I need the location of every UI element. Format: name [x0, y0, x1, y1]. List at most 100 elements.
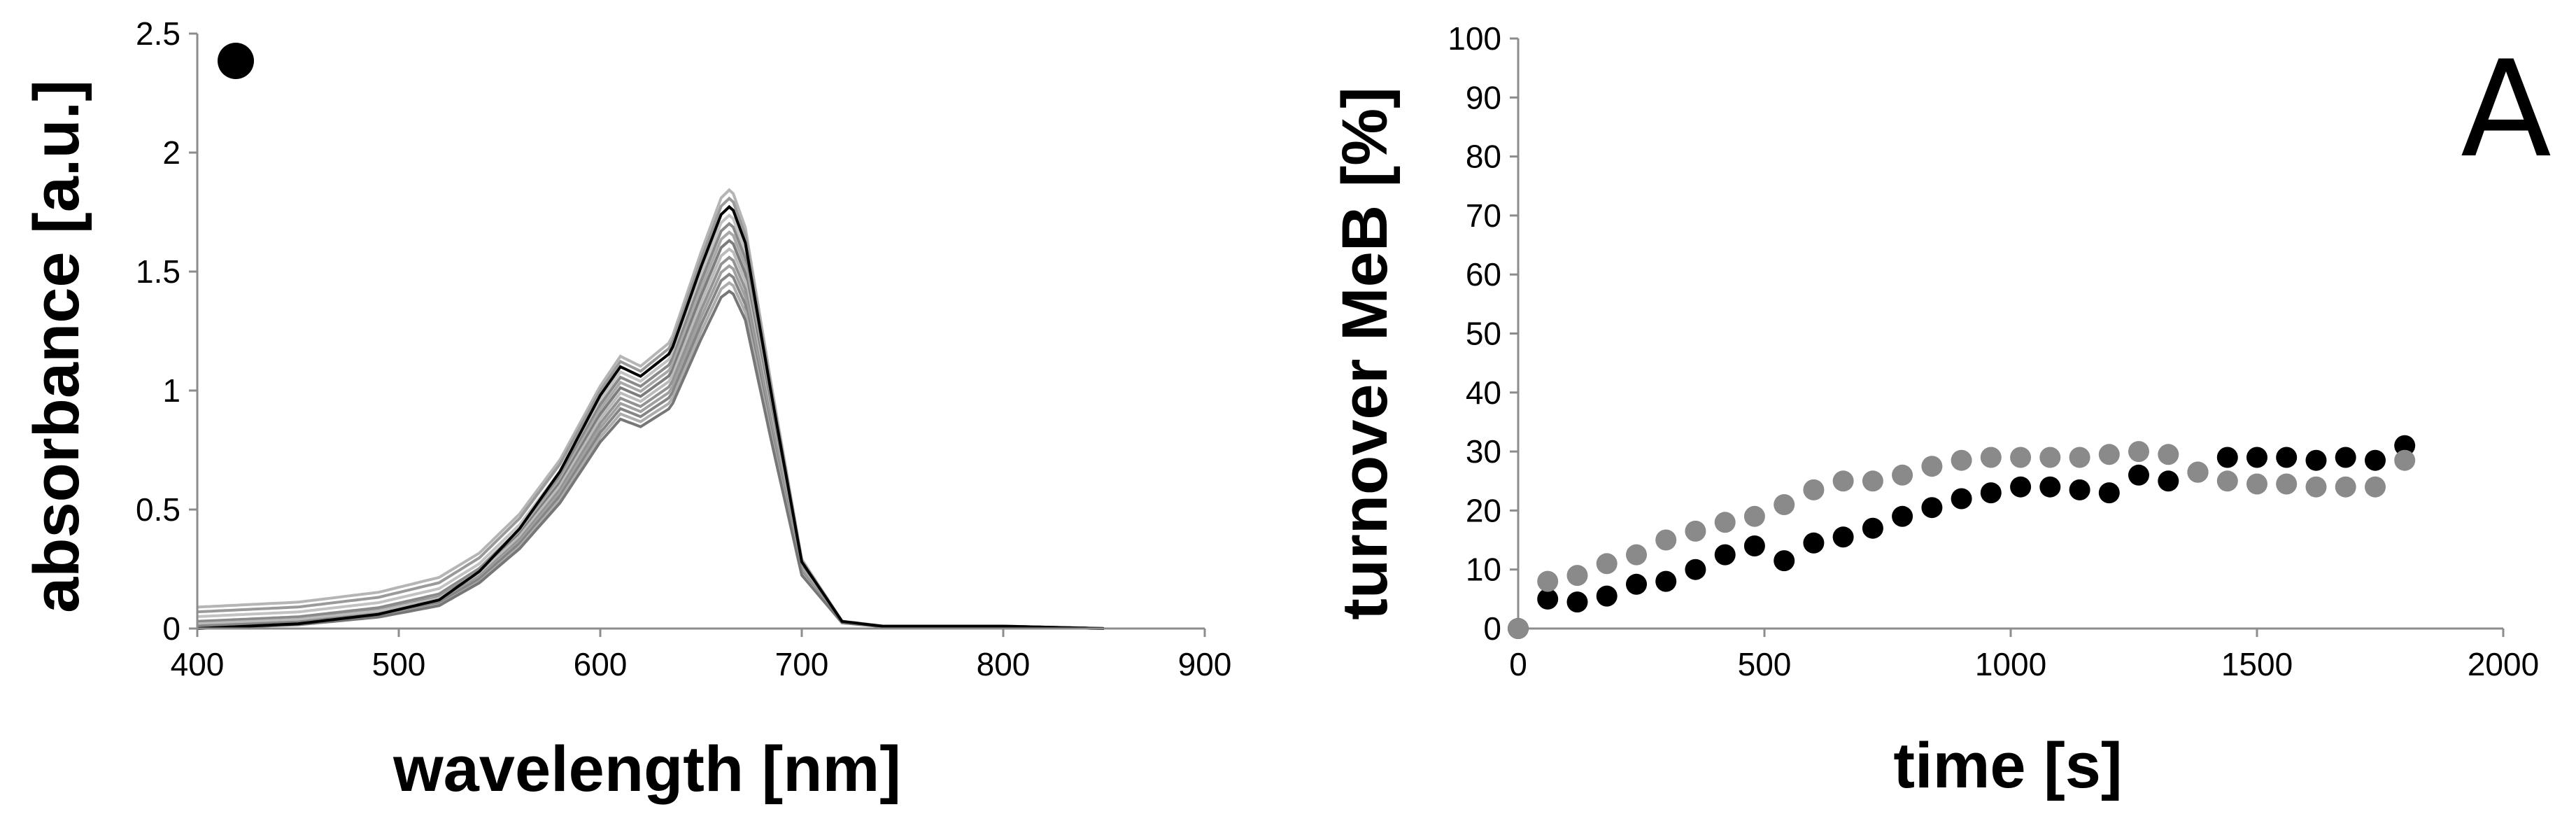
- turnover-point-series-2: [1626, 544, 1647, 566]
- turnover-chart: 0 500 1000 1500 2000 0 10 20 30 40 50 60 70 80 90 100 t…: [1329, 20, 2552, 801]
- turnover-point-series-1: [2246, 447, 2267, 468]
- turnover-y-tick-label: 40: [1466, 374, 1501, 411]
- turnover-point-series-2: [1508, 618, 1529, 639]
- turnover-point-series-1: [1892, 505, 1913, 527]
- turnover-point-series-1: [1803, 532, 1825, 554]
- turnover-x-tick-label: 2000: [2468, 646, 2539, 682]
- absorbance-x-tick-label: 900: [1178, 646, 1232, 682]
- turnover-point-series-1: [2128, 464, 2149, 486]
- turnover-point-series-2: [1714, 512, 1736, 533]
- turnover-point-series-2: [2098, 444, 2120, 465]
- turnover-point-series-1: [2069, 479, 2090, 500]
- spectra-lines: [197, 188, 1105, 630]
- turnover-point-series-1: [2394, 435, 2416, 456]
- turnover-y-tick-label: 90: [1466, 79, 1501, 115]
- absorbance-chart: 400 500 600 700 800 900 0 0.5 1 1.5 2 2.5 wavelengt…: [21, 15, 1231, 805]
- turnover-y-tick-label: 70: [1466, 197, 1501, 234]
- absorbance-x-tick-label: 700: [775, 646, 829, 682]
- turnover-point-series-2: [2365, 476, 2386, 498]
- turnover-point-series-1: [1685, 559, 1706, 580]
- black-dot-icon: [218, 43, 254, 79]
- absorbance-x-tick-label: 800: [977, 646, 1031, 682]
- turnover-point-series-2: [1566, 565, 1588, 587]
- turnover-x-tick-label: 1500: [2221, 646, 2293, 682]
- turnover-point-series-2: [2069, 447, 2090, 468]
- turnover-point-series-2: [1774, 494, 1795, 515]
- turnover-x-axis-label: time [s]: [1893, 730, 2122, 801]
- turnover-y-tick-label: 0: [1483, 610, 1501, 647]
- turnover-point-series-2: [1862, 470, 1883, 492]
- turnover-point-series-1: [1921, 497, 1943, 519]
- turnover-point-series-2: [2158, 444, 2179, 465]
- turnover-point-series-1: [1714, 544, 1736, 566]
- turnover-point-series-2: [1596, 553, 1618, 575]
- turnover-point-series-2: [2305, 476, 2327, 498]
- turnover-y-tick-label: 50: [1466, 316, 1501, 352]
- turnover-point-series-1: [2305, 449, 2327, 471]
- absorbance-x-tick-label: 500: [372, 646, 426, 682]
- turnover-y-tick-label: 30: [1466, 433, 1501, 470]
- turnover-point-series-2: [1685, 520, 1706, 542]
- turnover-axes: [1510, 37, 2505, 637]
- absorbance-y-tick-label: 1.5: [136, 253, 181, 290]
- turnover-y-tick-label: 80: [1466, 139, 1501, 175]
- turnover-point-series-1: [1951, 488, 1972, 510]
- turnover-point-series-1: [2098, 482, 2120, 504]
- turnover-point-series-2: [2216, 470, 2238, 492]
- absorbance-y-tick-label: 1: [162, 372, 181, 409]
- turnover-point-series-2: [2276, 473, 2298, 495]
- turnover-point-series-2: [1980, 447, 2002, 468]
- turnover-point-series-1: [1774, 550, 1795, 572]
- turnover-point-series-1: [2216, 447, 2238, 468]
- turnover-tick-labels: 0 500 1000 1500 2000 0 10 20 30 40 50 60 70 80 90 100: [1448, 20, 2539, 682]
- turnover-y-tick-label: 10: [1466, 552, 1501, 588]
- absorbance-x-axis-label: wavelength [nm]: [392, 734, 901, 805]
- turnover-point-series-2: [2128, 441, 2149, 463]
- turnover-points: [1508, 435, 2416, 639]
- turnover-point-series-1: [1566, 591, 1588, 613]
- turnover-x-tick-label: 0: [1509, 646, 1527, 682]
- turnover-point-series-1: [1862, 517, 1883, 539]
- turnover-y-tick-label: 100: [1448, 20, 1501, 57]
- absorbance-y-tick-label: 0.5: [136, 491, 181, 528]
- turnover-y-tick-label: 60: [1466, 256, 1501, 293]
- turnover-point-series-2: [1951, 449, 1972, 471]
- turnover-x-tick-label: 500: [1738, 646, 1792, 682]
- absorbance-y-tick-label: 2: [162, 134, 181, 171]
- absorbance-tick-labels: 400 500 600 700 800 900 0 0.5 1 1.5 2 2.5: [136, 15, 1231, 682]
- turnover-point-series-1: [1832, 526, 1854, 548]
- absorbance-y-axis-label: absorbance [a.u.]: [21, 80, 92, 613]
- absorbance-x-tick-label: 600: [574, 646, 628, 682]
- turnover-point-series-1: [2276, 447, 2298, 468]
- turnover-point-series-1: [1655, 570, 1677, 592]
- turnover-point-series-2: [1537, 570, 1559, 592]
- turnover-point-series-2: [1803, 479, 1825, 500]
- turnover-point-series-2: [2335, 476, 2356, 498]
- turnover-point-series-2: [1921, 456, 1943, 477]
- turnover-point-series-1: [2335, 447, 2356, 468]
- turnover-point-series-2: [1743, 505, 1765, 527]
- turnover-point-series-1: [1980, 482, 2002, 504]
- turnover-point-series-2: [2039, 447, 2061, 468]
- turnover-point-series-2: [2394, 449, 2416, 471]
- turnover-point-series-1: [2039, 476, 2061, 498]
- turnover-point-series-2: [1655, 529, 1677, 551]
- turnover-y-tick-label: 20: [1466, 492, 1501, 528]
- turnover-point-series-2: [2187, 461, 2209, 483]
- panel-label: A: [2461, 32, 2552, 187]
- spectrum-line-reference: [197, 204, 1105, 630]
- turnover-point-series-2: [2010, 447, 2032, 468]
- turnover-point-series-1: [1596, 585, 1618, 607]
- turnover-point-series-2: [2246, 473, 2267, 495]
- turnover-point-series-1: [1537, 588, 1559, 610]
- absorbance-y-tick-label: 0: [162, 610, 181, 647]
- turnover-point-series-1: [2365, 449, 2386, 471]
- turnover-point-series-1: [2010, 476, 2032, 498]
- turnover-point-series-1: [1743, 535, 1765, 556]
- turnover-x-tick-label: 1000: [1975, 646, 2046, 682]
- turnover-point-series-2: [1892, 464, 1913, 486]
- turnover-point-series-1: [2158, 470, 2179, 492]
- absorbance-x-tick-label: 400: [171, 646, 225, 682]
- turnover-point-series-2: [1832, 470, 1854, 492]
